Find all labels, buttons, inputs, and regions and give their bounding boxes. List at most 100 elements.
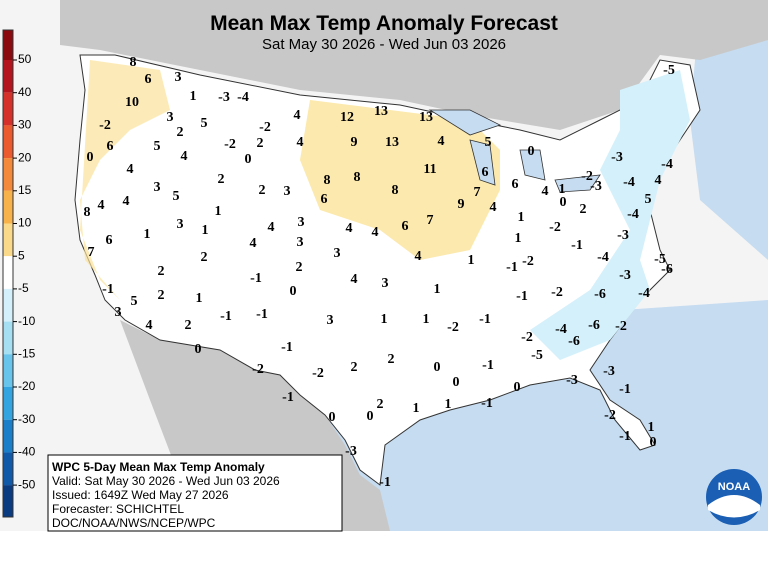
colorbar-swatch — [3, 60, 13, 93]
station-value: -2 — [447, 320, 459, 335]
subtitle: Sat May 30 2026 - Wed Jun 03 2026 — [262, 36, 506, 53]
station-value: -6 — [588, 318, 600, 333]
station-value: 2 — [259, 183, 266, 198]
station-value: 6 — [106, 233, 113, 248]
colorbar-swatch — [3, 321, 13, 355]
station-value: 3 — [327, 313, 334, 328]
station-value: 7 — [88, 245, 95, 260]
colorbar: 50 40 30 20 15 10 5 -5 -10 -15 -20 -30 -40 -50 — [2, 29, 36, 518]
colorbar-label: -5 — [18, 281, 29, 295]
colorbar-swatch — [3, 30, 13, 60]
station-value: 3 — [175, 70, 182, 85]
station-value: 2 — [388, 352, 395, 367]
station-value: 8 — [324, 173, 331, 188]
station-value: -3 — [345, 444, 357, 459]
station-value: 0 — [453, 375, 460, 390]
station-value: -1 — [250, 271, 262, 286]
station-value: -3 — [218, 90, 230, 105]
station-value: -2 — [521, 330, 533, 345]
station-value: -1 — [482, 358, 494, 373]
station-value: 4 — [490, 200, 497, 215]
usa — [74, 54, 701, 486]
station-value: 9 — [351, 135, 358, 150]
station-value: 1 — [202, 223, 209, 238]
colorbar-label: 40 — [18, 85, 32, 99]
colorbar-label: 30 — [18, 118, 32, 132]
station-value: 0 — [329, 410, 336, 425]
station-value: -4 — [555, 322, 567, 337]
station-value: 3 — [298, 215, 305, 230]
station-value: -2 — [259, 120, 271, 135]
station-value: -1 — [516, 289, 528, 304]
station-value: -2 — [252, 362, 264, 377]
station-value: 11 — [423, 162, 436, 177]
station-value: 2 — [185, 318, 192, 333]
station-value: 2 — [158, 264, 165, 279]
station-value: 4 — [655, 173, 662, 188]
station-value: 4 — [294, 108, 301, 123]
station-value: 2 — [296, 260, 303, 275]
colorbar-swatch — [3, 485, 13, 517]
station-value: 7 — [474, 185, 481, 200]
station-value: 5 — [201, 116, 208, 131]
station-value: 1 — [196, 291, 203, 306]
station-value: 2 — [218, 172, 225, 187]
station-value: 6 — [321, 192, 328, 207]
station-value: 4 — [415, 249, 422, 264]
colorbar-swatch — [3, 419, 13, 453]
station-value: 1 — [144, 227, 151, 242]
colorbar-swatch — [3, 387, 13, 420]
colorbar-label: -30 — [18, 412, 36, 426]
great-lakes — [428, 109, 601, 193]
station-value: 1 — [190, 89, 197, 104]
station-value: 4 — [250, 236, 257, 251]
colorbar-swatch — [3, 223, 13, 257]
station-value: -6 — [661, 262, 673, 277]
station-value: 8 — [392, 183, 399, 198]
station-value: -3 — [603, 364, 615, 379]
title: Mean Max Temp Anomaly Forecast — [210, 12, 558, 35]
station-value: 2 — [351, 360, 358, 375]
station-value: 3 — [382, 276, 389, 291]
station-value: 0 — [195, 342, 202, 357]
colorbar-swatch — [3, 125, 13, 159]
station-value: 7 — [427, 213, 434, 228]
station-value: -3 — [611, 150, 623, 165]
colorbar-label: -15 — [18, 346, 36, 360]
station-value: -2 — [604, 408, 616, 423]
station-value: -2 — [549, 220, 561, 235]
station-value: 1 — [413, 401, 420, 416]
station-value: 3 — [167, 110, 174, 125]
station-value: -1 — [481, 396, 493, 411]
colorbar-swatch — [3, 158, 13, 191]
station-value: -5 — [663, 63, 675, 78]
station-value: 4 — [123, 194, 130, 209]
station-value: 2 — [158, 288, 165, 303]
colorbar-swatch — [3, 452, 13, 486]
station-value: 3 — [334, 246, 341, 261]
colorbar-swatch — [3, 256, 13, 289]
station-value: 1 — [559, 182, 566, 197]
station-value: 5 — [485, 135, 492, 150]
colorbar-label: -20 — [18, 379, 36, 393]
station-value: -1 — [379, 475, 391, 490]
station-value: -4 — [627, 207, 639, 222]
colorbar-label: 20 — [18, 150, 32, 164]
station-value: 4 — [146, 318, 153, 333]
station-value: 1 — [445, 397, 452, 412]
colorbar-label: -40 — [18, 445, 36, 459]
station-value: 13 — [385, 135, 399, 150]
station-value: 0 — [528, 144, 535, 159]
station-value: -2 — [522, 254, 534, 269]
info-line: Forecaster: SCHICHTEL — [52, 502, 184, 516]
station-value: 4 — [542, 184, 549, 199]
station-value: -2 — [312, 366, 324, 381]
station-value: -3 — [617, 228, 629, 243]
warm-area — [300, 100, 500, 260]
station-value: -1 — [281, 340, 293, 355]
station-value: 13 — [374, 104, 388, 119]
station-value: 8 — [130, 55, 137, 70]
info-line: DOC/NOAA/NWS/NCEP/WPC — [52, 516, 216, 530]
